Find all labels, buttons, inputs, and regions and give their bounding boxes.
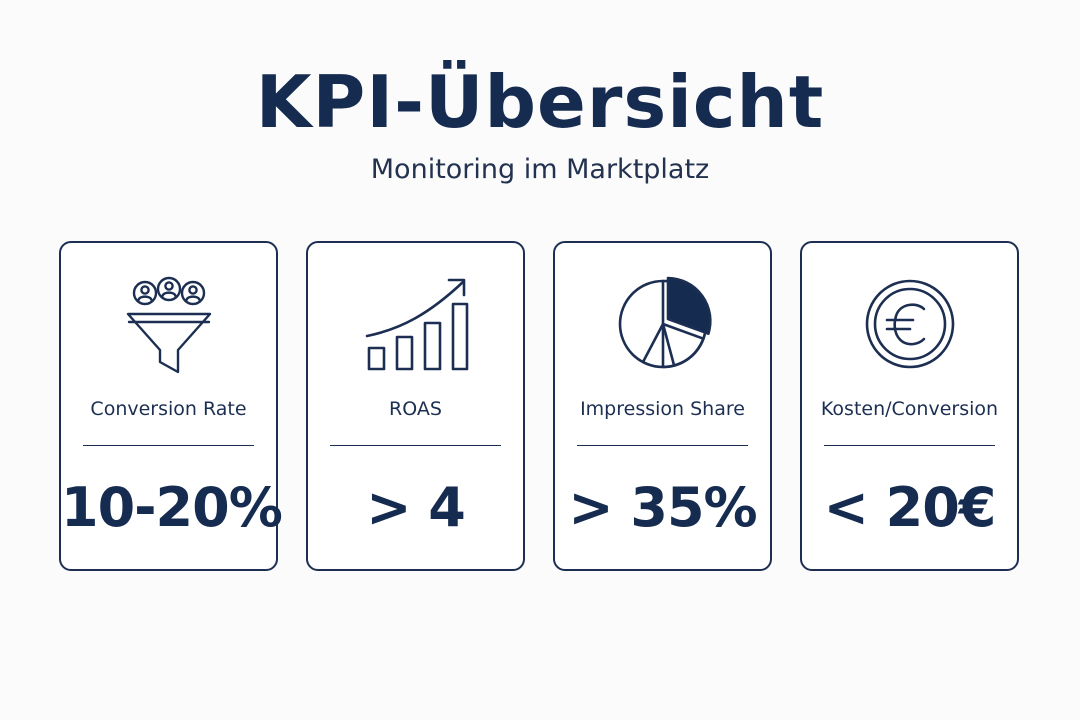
kpi-label: Conversion Rate (90, 398, 247, 420)
kpi-label: Impression Share (580, 398, 745, 420)
kpi-card-impression-share: Impression Share > 35% (553, 241, 772, 571)
funnel-users-icon (114, 269, 224, 379)
divider (330, 445, 501, 446)
kpi-card-cost-per-conversion: Kosten/Conversion < 20€ (800, 241, 1019, 571)
kpi-value: < 20€ (823, 476, 997, 539)
kpi-card-roas: ROAS > 4 (306, 241, 525, 571)
growth-chart-icon (361, 269, 471, 379)
pie-chart-icon (608, 269, 718, 379)
kpi-value: 10-20% (61, 476, 283, 539)
kpi-value: > 35% (568, 476, 757, 539)
kpi-label: Kosten/Conversion (820, 398, 999, 420)
euro-coin-icon (855, 269, 965, 379)
divider (824, 445, 995, 446)
divider (577, 445, 748, 446)
page-title: KPI-Übersicht (255, 60, 825, 144)
kpi-card-conversion-rate: Conversion Rate 10-20% (59, 241, 283, 571)
kpi-value: > 4 (366, 476, 466, 539)
page-subtitle: Monitoring im Marktplatz (370, 154, 710, 185)
divider (83, 445, 254, 446)
kpi-label: ROAS (389, 398, 442, 420)
